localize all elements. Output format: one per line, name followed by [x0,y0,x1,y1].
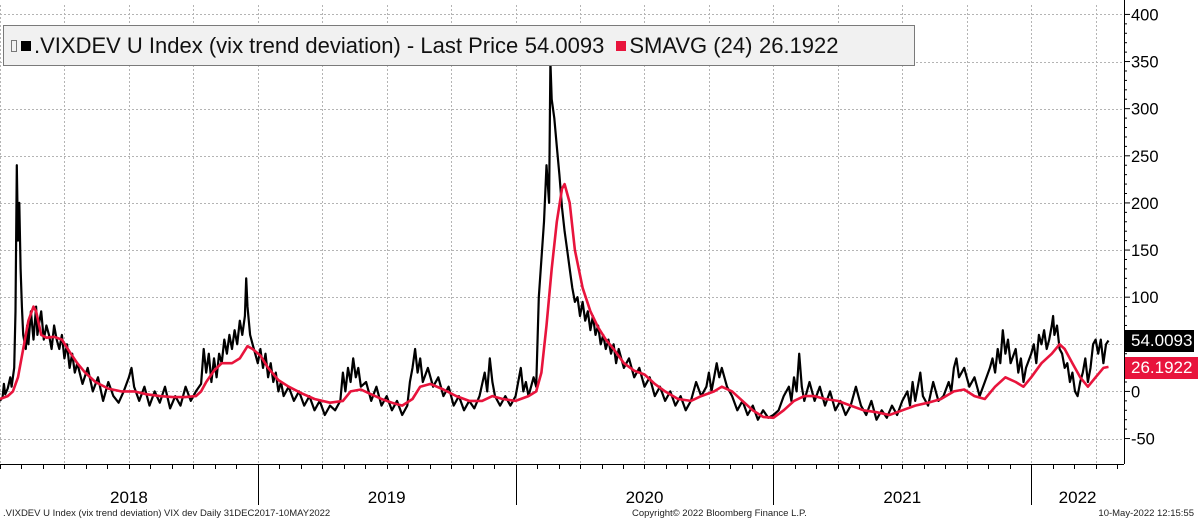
chart-legend[interactable]: .VIXDEV U Index (vix trend deviation) - … [3,25,915,66]
y-tick-label: 100 [1131,289,1159,307]
x-year-label: 2021 [883,488,921,507]
footer-timestamp: 10-May-2022 12:15:55 [1098,508,1194,519]
legend-drag-handle-icon[interactable] [11,39,17,52]
footer-copyright: Copyright© 2022 Bloomberg Finance L.P. [632,508,807,519]
y-tick-label: 0 [1131,383,1140,401]
y-tick-label: 150 [1131,242,1159,260]
legend-series2-name: SMAVG (24) [629,32,753,58]
legend-series2-last: 26.1922 [758,32,839,58]
x-year-label: 2020 [626,488,664,507]
gridlines [0,5,1124,464]
y-tick-label: 200 [1131,195,1159,213]
y-tick-label: 250 [1131,148,1159,166]
last-price-tag-series2: 26.1922 [1125,357,1198,379]
legend-swatch-series1 [21,40,31,51]
footer-left: .VIXDEV U Index (vix trend deviation) VI… [3,508,331,519]
legend-series1-name: .VIXDEV U Index (vix trend deviation) - … [34,32,519,58]
y-tick-label: 400 [1131,6,1159,24]
x-year-label: 2018 [110,488,148,507]
x-year-label: 2022 [1059,488,1097,507]
y-tick-label: -50 [1131,431,1155,449]
y-tick-label: 300 [1131,101,1159,119]
x-year-label: 2019 [368,488,406,507]
series-group [0,60,1110,421]
series-smavg-line [0,182,1109,420]
legend-series1-last: 54.0093 [524,32,605,58]
x-axis: 2018 2019 2020 2021 2022 [0,464,1124,507]
last-price-tag-series1: 54.0093 [1125,330,1194,352]
y-axis: -50050100150200250300350400 [1124,0,1159,464]
series-vixdev-line [0,60,1110,421]
legend-swatch-series2 [616,40,627,51]
y-tick-label: 350 [1131,54,1159,72]
